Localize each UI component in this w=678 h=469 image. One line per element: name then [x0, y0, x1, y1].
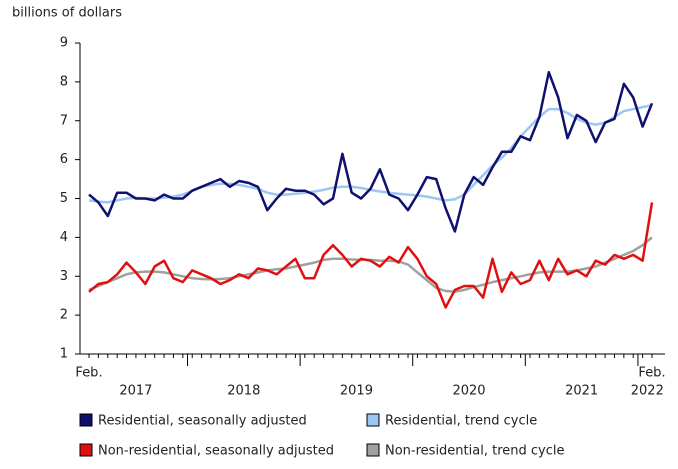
legend-swatch — [79, 413, 93, 427]
y-tick-label: 2 — [60, 308, 68, 323]
y-tick-label: 4 — [60, 230, 68, 245]
legend-swatch — [79, 443, 93, 457]
legend-label: Residential, trend cycle — [385, 414, 537, 429]
series-line — [88, 236, 653, 294]
year-label: 2020 — [452, 384, 485, 399]
year-label: 2018 — [227, 384, 260, 399]
legend-label: Non-residential, trend cycle — [385, 444, 564, 459]
series-line — [88, 202, 654, 309]
y-tick-label: 5 — [60, 191, 68, 206]
year-label: 2017 — [119, 384, 152, 399]
year-label: 2022 — [631, 384, 664, 399]
y-tick-label: 3 — [60, 269, 68, 284]
y-tick-label: 9 — [60, 36, 68, 51]
y-tick-label: 8 — [60, 74, 68, 89]
legend-label: Non-residential, seasonally adjusted — [98, 444, 334, 459]
year-label: 2019 — [340, 384, 373, 399]
month-label: Feb. — [638, 366, 665, 381]
year-label: 2021 — [565, 384, 598, 399]
y-axis-label: billions of dollars — [12, 6, 122, 21]
legend-swatch — [366, 443, 380, 457]
month-label: Feb. — [75, 366, 102, 381]
series-line — [88, 70, 654, 233]
legend-label: Residential, seasonally adjusted — [98, 414, 307, 429]
y-tick-label: 1 — [60, 347, 68, 362]
legend-swatch — [366, 413, 380, 427]
y-tick-label: 6 — [60, 152, 68, 167]
y-tick-label: 7 — [60, 113, 68, 128]
